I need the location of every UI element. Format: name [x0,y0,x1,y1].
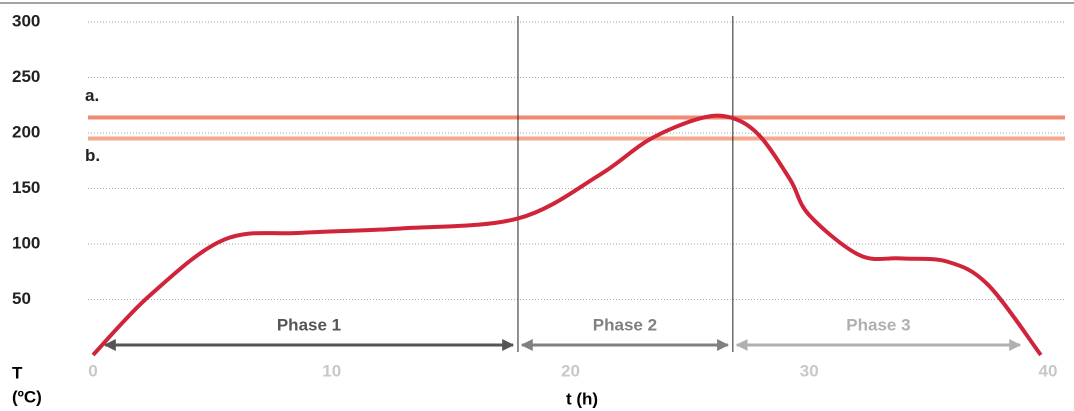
phase-label: Phase 2 [593,315,657,334]
y-tick-label: 200 [12,122,40,141]
y-tick-label: 300 [12,11,40,30]
y-axis-label: T [12,363,23,382]
y-tick-label: 50 [12,289,31,308]
phase-label: Phase 3 [846,315,910,334]
y-tick-label: 100 [12,233,40,252]
x-tick-label: 10 [322,361,341,380]
phase-label: Phase 1 [277,315,341,334]
x-tick-label: 0 [88,361,97,380]
y-axis-unit: (ºC) [12,387,42,406]
y-tick-label: 250 [12,67,40,86]
x-tick-label: 20 [561,361,580,380]
x-axis-label: t (h) [566,389,598,408]
temperature-line [91,113,1043,357]
x-tick-label: 30 [800,361,819,380]
reference-label: b. [85,146,100,165]
reference-label: a. [85,86,99,105]
x-tick-label: 40 [1039,361,1058,380]
y-tick-label: 150 [12,178,40,197]
